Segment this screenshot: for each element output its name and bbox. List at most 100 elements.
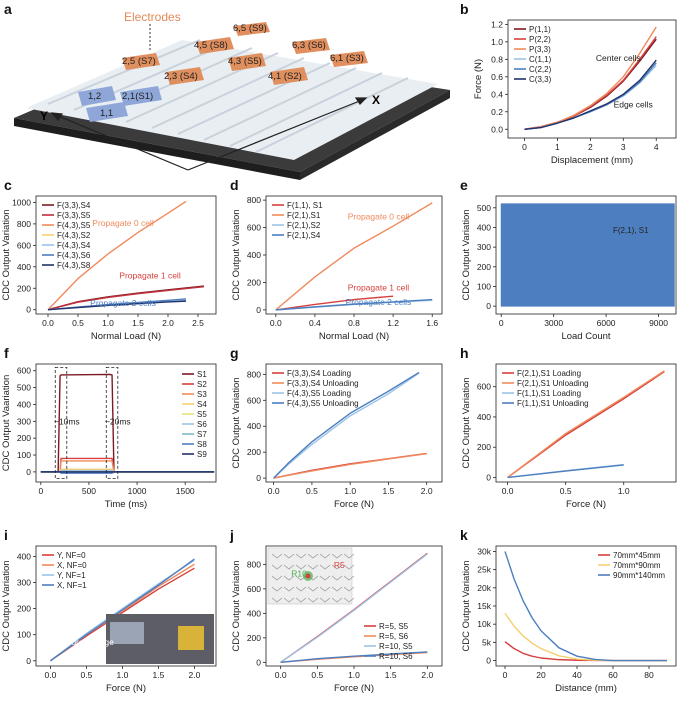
panel-letter-j: j (229, 527, 234, 543)
legend-label: S6 (197, 420, 207, 429)
plot-frame (495, 363, 677, 483)
x-tick-label: 1 (555, 142, 560, 152)
pattern-chevron (271, 597, 283, 603)
electrode-patches (122, 22, 368, 85)
y-axis-label: Force (N) (473, 59, 484, 99)
pattern-chevron (271, 564, 283, 570)
legend-label: P(3,3) (529, 45, 551, 54)
x-tick-label: 0 (38, 486, 43, 496)
y-tick-label: 300 (17, 578, 31, 588)
pattern-chevron (283, 553, 295, 559)
legend-label: F(2,1),S1 Loading (517, 369, 581, 378)
annotation: Propagate 1 cell (348, 283, 410, 293)
y-tick-label: 0 (26, 305, 31, 315)
pattern-chevron (307, 553, 319, 559)
y-tick-label: 0 (486, 656, 491, 666)
legend-label: F(2,1),S1 Unloading (517, 379, 589, 388)
chart-panel-i: 0.0 0.5 1.0 1.5 2.0 0 100 200 300 400 Force (N) CDC… (1, 545, 217, 694)
x-tick-label: 1.5 (383, 486, 395, 496)
x-tick-label: 0.4 (309, 318, 321, 328)
annotation: Edge cells (614, 99, 653, 109)
pattern-chevron (343, 575, 355, 581)
legend-label: F(2,1), S1 (613, 226, 649, 235)
chart-panel-k: 0 20 40 60 80 0 5k 10k 15k 20k 25k 30k Distance (mm)… (461, 545, 677, 694)
legend-label: R=10, S6 (379, 652, 413, 661)
x-axis-label: Force (N) (334, 499, 374, 510)
x-tick-label: 1.0 (348, 670, 360, 680)
y-tick-label: 0 (256, 473, 261, 483)
series-line (524, 59, 657, 130)
pattern-chevron (295, 564, 307, 570)
legend-label: 70mm*90mm (613, 561, 661, 570)
legend-label: C(3,3) (529, 75, 552, 84)
axis-y-label: Y (40, 109, 48, 123)
x-tick-label: 6000 (597, 318, 616, 328)
chart-panel-f: 0 500 1000 1500 0 100 200 300 400 500 600 Time (ms)… (1, 363, 217, 510)
legend-label: F(2,1),S1 (287, 211, 321, 220)
pattern-chevron (295, 586, 307, 592)
legend-label: F(4,3),S4 (57, 241, 91, 250)
x-tick-label: 1500 (176, 486, 195, 496)
series-line (47, 285, 205, 311)
legend-label: F(4,3),S8 (57, 261, 91, 270)
axis-x-label: X (372, 93, 380, 107)
cell-label: 6,5 (S9) (233, 23, 267, 34)
x-tick-label: 3 (621, 142, 626, 152)
y-tick-label: 200 (17, 433, 31, 443)
x-axis-label: Displacement (mm) (551, 155, 633, 166)
y-tick-label: 400 (477, 222, 491, 232)
x-tick-label: 500 (82, 486, 96, 496)
x-axis-label: Load Count (561, 331, 610, 342)
x-tick-label: 0.5 (306, 486, 318, 496)
x-axis-label: Normal Load (N) (319, 331, 389, 342)
legend-label: F(4,3),S5 Loading (287, 389, 351, 398)
panel-letter-h: h (460, 345, 469, 361)
chart-panel-b: 0 1 2 3 4 0.0 0.2 0.4 0.6 0.8 1.0 1.2 Displacement (… (473, 19, 677, 166)
cell-label: 6,1 (S3) (330, 53, 364, 64)
y-axis-label: CDC Output Variation (461, 560, 472, 651)
legend-label: C(1,1) (529, 55, 552, 64)
x-tick-label: 2.0 (421, 670, 433, 680)
annotation: Propagate 2 cells (90, 298, 156, 308)
series-line (524, 26, 657, 130)
weight-shape (178, 626, 204, 650)
panel-letter-e: e (460, 177, 468, 193)
panel-letter-d: d (230, 177, 239, 193)
legend-label: F(4,3),S5 (57, 221, 91, 230)
pattern-chevron (343, 597, 355, 603)
pattern-chevron (319, 564, 331, 570)
legend-label: S9 (197, 450, 207, 459)
electrodes-label: Electrodes (124, 10, 181, 24)
y-tick-label: 600 (247, 223, 261, 233)
y-tick-label: 0.8 (491, 54, 503, 64)
panel-letter-c: c (4, 177, 12, 193)
y-tick-label: 100 (17, 450, 31, 460)
legend-label: F(2,1),S2 (287, 221, 321, 230)
pattern-chevron (319, 597, 331, 603)
y-tick-label: 400 (17, 262, 31, 272)
x-tick-label: 1.0 (344, 486, 356, 496)
series-area (500, 203, 675, 307)
legend-label: 70mm*45mm (613, 551, 661, 560)
cell-label: 4,5 (S8) (194, 40, 228, 51)
pattern-chevron (319, 553, 331, 559)
y-tick-label: 800 (17, 219, 31, 229)
pattern-chevron (343, 553, 355, 559)
cell-label: 4,1 (S2) (268, 71, 302, 82)
base-plate-side (300, 90, 450, 180)
x-tick-label: 0.0 (44, 670, 56, 680)
series-line (275, 295, 394, 311)
pattern-chevron (271, 553, 283, 559)
x-tick-label: 80 (644, 670, 654, 680)
y-tick-label: 600 (247, 584, 261, 594)
x-tick-label: 9000 (649, 318, 668, 328)
legend-label: S8 (197, 440, 207, 449)
series-line (273, 372, 420, 479)
y-tick-label: 400 (247, 250, 261, 260)
y-tick-label: 0 (486, 472, 491, 482)
x-axis-label: Time (ms) (105, 499, 147, 510)
y-tick-label: 800 (247, 369, 261, 379)
legend-label: R=5, S6 (379, 632, 409, 641)
chart-panel-d: 0.0 0.4 0.8 1.2 1.6 0 200 400 600 800 Normal Load … (231, 195, 443, 342)
y-tick-label: 0 (26, 656, 31, 666)
